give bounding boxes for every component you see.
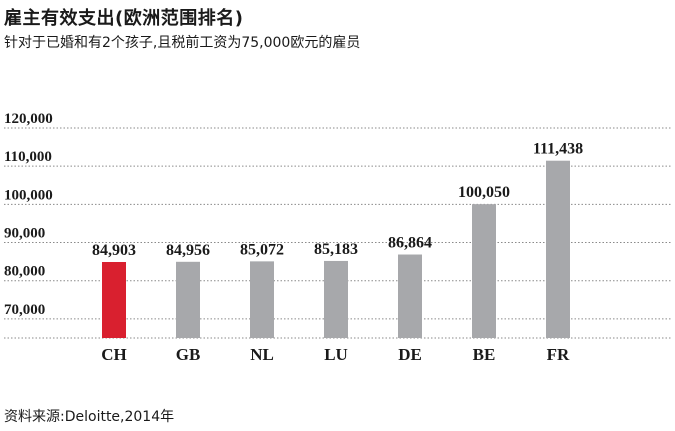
bars bbox=[102, 160, 570, 338]
y-tick-label: 80,000 bbox=[4, 264, 45, 280]
data-label: 86,864 bbox=[388, 235, 432, 252]
y-tick-label: 110,000 bbox=[4, 149, 52, 165]
x-tick-label: DE bbox=[398, 345, 422, 364]
chart-title: 雇主有效支出(欧洲范围排名) bbox=[4, 8, 244, 29]
data-label: 84,903 bbox=[92, 242, 136, 259]
data-labels: 84,903 84,956 85,072 85,183 86,864 100,050 111… bbox=[92, 141, 583, 259]
bar-nl bbox=[250, 261, 274, 338]
x-tick-label: NL bbox=[250, 345, 274, 364]
bar-lu bbox=[324, 260, 348, 338]
chart-subtitle: 针对于已婚和有2个孩子,且税前工资为75,000欧元的雇员 bbox=[4, 35, 361, 51]
y-axis-ticks: 70,000 80,000 90,000 100,000 110,000 120,000 bbox=[4, 111, 53, 318]
bar-de bbox=[398, 254, 422, 338]
data-label: 85,072 bbox=[240, 241, 284, 258]
y-tick-label: 100,000 bbox=[4, 187, 53, 203]
y-tick-label: 90,000 bbox=[4, 226, 45, 242]
x-tick-label: FR bbox=[547, 345, 570, 364]
y-tick-label: 120,000 bbox=[4, 111, 53, 127]
x-tick-label: BE bbox=[473, 345, 496, 364]
x-tick-label: LU bbox=[324, 345, 348, 364]
bar-fr bbox=[546, 160, 570, 338]
x-tick-label: CH bbox=[101, 345, 127, 364]
data-label: 85,183 bbox=[314, 241, 358, 258]
data-label: 111,438 bbox=[533, 141, 583, 158]
bar-gb bbox=[176, 261, 200, 338]
data-label: 100,050 bbox=[458, 184, 510, 201]
y-tick-label: 70,000 bbox=[4, 302, 45, 318]
source-note: 资料来源:Deloitte,2014年 bbox=[4, 409, 175, 425]
bar-be bbox=[472, 204, 496, 338]
x-axis-ticks: CH GB NL LU DE BE FR bbox=[101, 345, 570, 364]
x-tick-label: GB bbox=[176, 345, 201, 364]
data-label: 84,956 bbox=[166, 242, 210, 259]
bar-ch bbox=[102, 262, 126, 338]
